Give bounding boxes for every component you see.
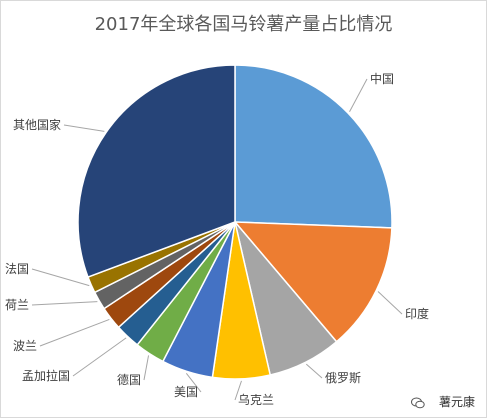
leader-line-1 — [377, 291, 403, 315]
leader-line-10 — [63, 124, 105, 132]
slice-label-3: 乌克兰 — [238, 392, 274, 407]
watermark-text: 薯元康 — [438, 395, 475, 409]
slice-label-10: 其他国家 — [13, 117, 61, 132]
leader-line-8 — [31, 301, 98, 306]
leader-line-0 — [349, 78, 368, 112]
pie-slice-10 — [77, 64, 236, 278]
slice-label-1: 印度 — [405, 306, 429, 321]
slice-label-8: 荷兰 — [5, 298, 29, 312]
slice-label-7: 波兰 — [13, 339, 37, 353]
slice-label-4: 美国 — [174, 385, 198, 399]
leader-line-2 — [305, 363, 323, 379]
leader-line-7 — [39, 318, 110, 347]
pie-slice-0 — [234, 64, 393, 229]
leader-line-4 — [185, 373, 202, 393]
pie-slice-1 — [233, 221, 393, 343]
leader-line-9 — [31, 268, 90, 287]
slice-label-0: 中国 — [370, 71, 394, 86]
leader-line-3 — [234, 380, 242, 401]
slice-label-9: 法国 — [5, 262, 29, 276]
wechat-icon — [411, 397, 425, 409]
leader-line-6 — [72, 337, 127, 377]
slice-label-2: 俄罗斯 — [325, 371, 361, 385]
slice-label-6: 孟加拉国 — [22, 368, 70, 383]
chart-title: 2017年全球各国马铃薯产量占比情况 — [94, 14, 393, 35]
leader-line-5 — [143, 355, 150, 381]
slice-label-5: 德国 — [117, 372, 141, 387]
